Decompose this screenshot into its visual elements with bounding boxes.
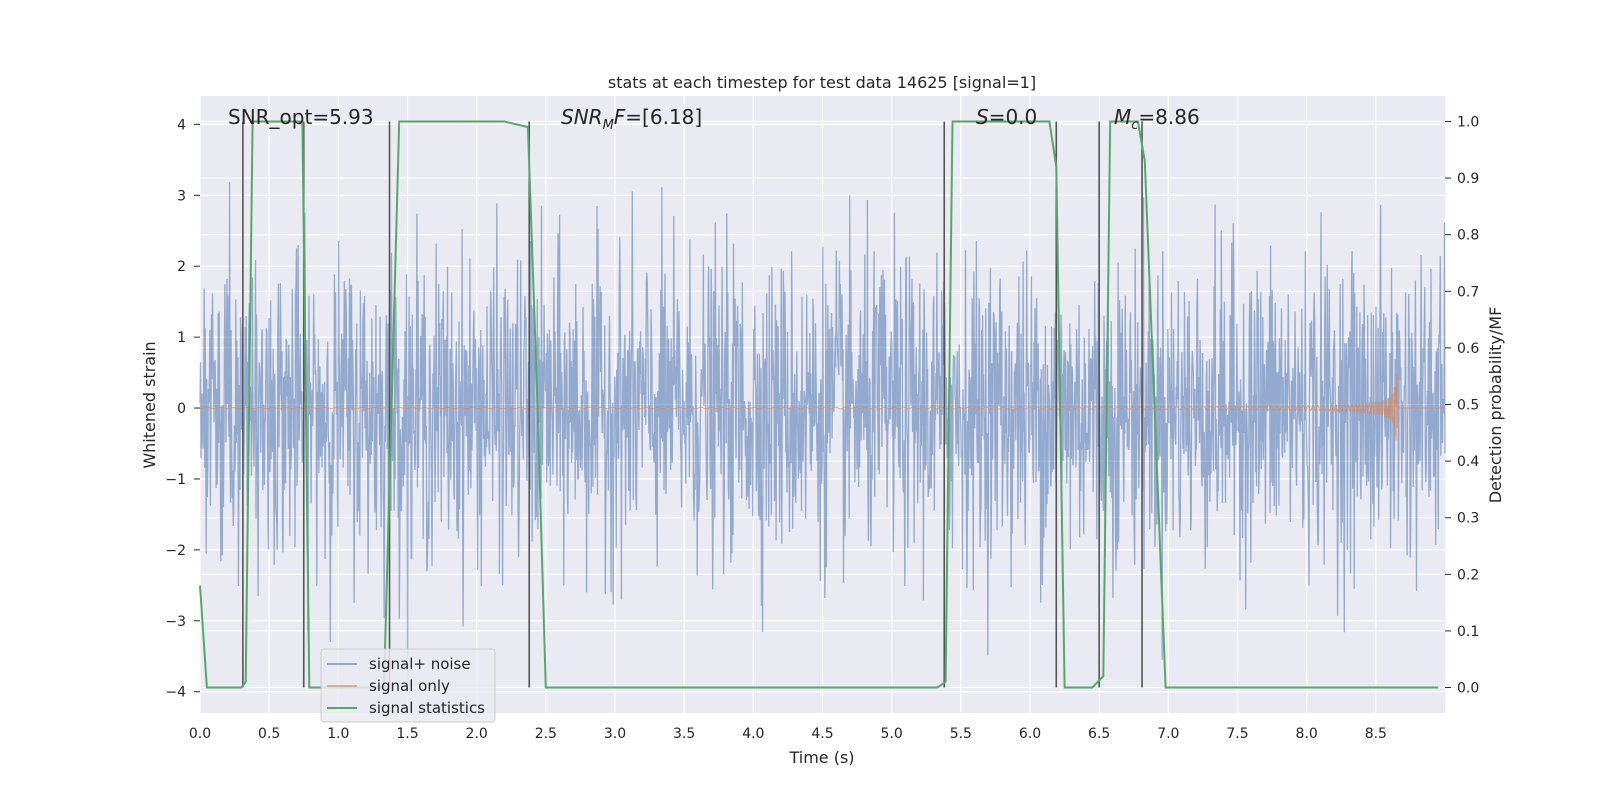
y-right-tick-label: 0.5 <box>1457 398 1479 414</box>
legend-label-signal-noise: signal+ noise <box>369 655 471 673</box>
tick-labels: 0.0 0.5 1.0 1.5 2.0 2.5 3.0 3.5 4.0 4.5 5.0 5.5 6.0 6… <box>165 114 1479 742</box>
chart-title: stats at each timestep for test data 146… <box>608 73 1036 92</box>
annotation-s-stat: S=0.0 <box>976 105 1037 129</box>
y-right-tick-label: 0.8 <box>1457 228 1479 244</box>
annotation-snr-mf: SNRMF=[6.18] <box>561 105 702 133</box>
x-tick-label: 4.0 <box>742 726 764 742</box>
y-right-tick-label: 1.0 <box>1457 114 1479 130</box>
y-right-tick-label: 0.6 <box>1457 341 1479 357</box>
y-axis-label-right: Detection probability/MF <box>1486 307 1505 504</box>
x-tick-label: 7.5 <box>1226 726 1248 742</box>
legend-box <box>320 648 496 723</box>
y-left-tick-label: −4 <box>165 685 186 701</box>
y-right-tick-label: 0.0 <box>1457 681 1479 697</box>
y-left-tick-label: 3 <box>177 188 186 204</box>
signal-only-line <box>200 373 1445 441</box>
y-left-tick-label: −1 <box>165 472 186 488</box>
signal-statistics-series <box>199 120 1439 689</box>
y-right-tick-label: 0.7 <box>1457 284 1479 300</box>
y-left-tick-label: −2 <box>165 543 186 559</box>
x-tick-label: 8.0 <box>1296 726 1318 742</box>
x-tick-label: 2.5 <box>535 726 557 742</box>
legend-label-signal-only: signal only <box>369 677 450 695</box>
y-right-tick-label: 0.1 <box>1457 624 1479 640</box>
signal-only-series <box>200 373 1445 441</box>
x-tick-label: 1.5 <box>396 726 418 742</box>
y-left-tick-label: 2 <box>177 259 186 275</box>
x-tick-label: 1.0 <box>327 726 349 742</box>
y-left-tick-label: 4 <box>177 117 186 133</box>
x-tick-label: 2.0 <box>466 726 488 742</box>
signal-statistics-line <box>199 120 1439 689</box>
y-axis-label-left: Whitened strain <box>140 341 159 468</box>
x-tick-label: 7.0 <box>1157 726 1179 742</box>
y-right-tick-label: 0.3 <box>1457 511 1479 527</box>
y-left-tick-label: −3 <box>165 614 186 630</box>
x-tick-label: 4.5 <box>811 726 833 742</box>
vertical-markers <box>242 121 1143 688</box>
y-left-tick-label: 1 <box>177 330 186 346</box>
x-tick-label: 6.5 <box>1088 726 1110 742</box>
y-left-tick-label: 0 <box>177 401 186 417</box>
y-right-tick-label: 0.9 <box>1457 171 1479 187</box>
x-tick-label: 0.0 <box>189 726 211 742</box>
x-axis-label: Time (s) <box>788 748 854 767</box>
legend: signal+ noise signal only signal statist… <box>320 648 496 723</box>
x-tick-label: 5.5 <box>950 726 972 742</box>
y-right-tick-label: 0.4 <box>1457 454 1479 470</box>
x-tick-label: 3.5 <box>673 726 695 742</box>
x-tick-label: 6.0 <box>1019 726 1041 742</box>
annotation-mc: Mc=8.86 <box>1114 105 1200 133</box>
x-tick-label: 3.0 <box>604 726 626 742</box>
legend-label-signal-statistics: signal statistics <box>369 699 485 717</box>
x-tick-label: 8.5 <box>1365 726 1387 742</box>
x-tick-label: 5.0 <box>881 726 903 742</box>
annotation-snr-opt: SNR_opt=5.93 <box>228 105 374 129</box>
y-right-tick-label: 0.2 <box>1457 567 1479 583</box>
x-tick-label: 0.5 <box>258 726 280 742</box>
